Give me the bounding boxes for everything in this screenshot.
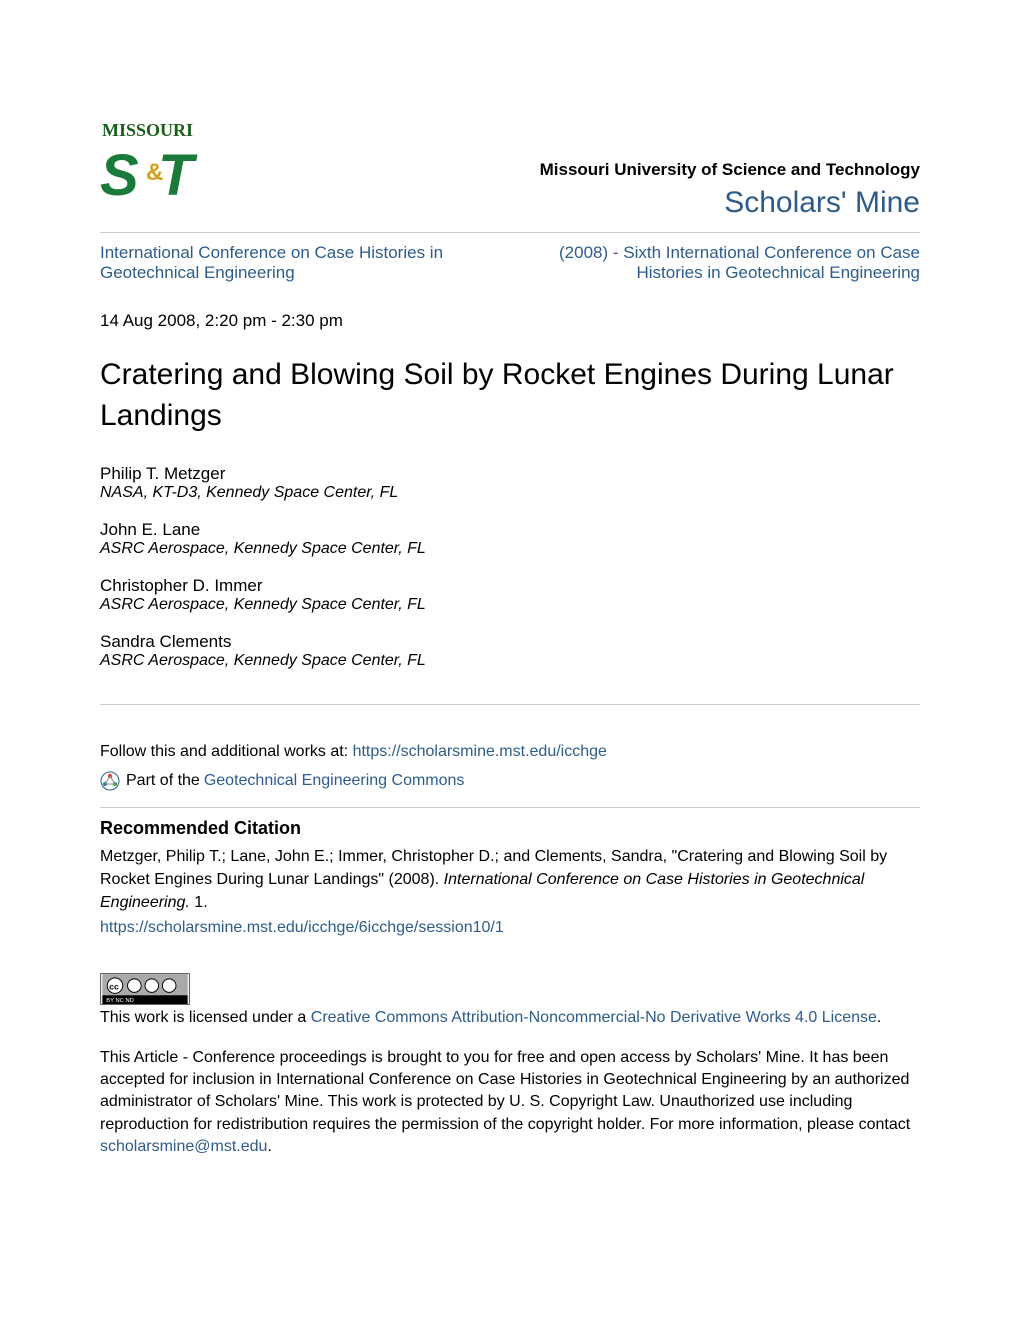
svg-text:S: S xyxy=(100,143,139,208)
author-affiliation: NASA, KT-D3, Kennedy Space Center, FL xyxy=(100,484,920,502)
follow-prefix: Follow this and additional works at: xyxy=(100,743,353,760)
footer-text: This Article - Conference proceedings is… xyxy=(100,1049,910,1133)
author-affiliation: ASRC Aerospace, Kennedy Space Center, FL xyxy=(100,540,920,558)
authors-list: Philip T. MetzgerNASA, KT-D3, Kennedy Sp… xyxy=(100,464,920,670)
part-of: Part of the Geotechnical Engineering Com… xyxy=(100,771,920,791)
footer-email-link[interactable]: scholarsmine@mst.edu xyxy=(100,1138,267,1155)
citation-heading: Recommended Citation xyxy=(100,818,920,839)
author-affiliation: ASRC Aerospace, Kennedy Space Center, FL xyxy=(100,596,920,614)
svg-text:MISSOURI: MISSOURI xyxy=(102,120,193,140)
divider xyxy=(100,232,920,233)
author-block: Christopher D. ImmerASRC Aerospace, Kenn… xyxy=(100,576,920,614)
author-block: John E. LaneASRC Aerospace, Kennedy Spac… xyxy=(100,520,920,558)
author-block: Philip T. MetzgerNASA, KT-D3, Kennedy Sp… xyxy=(100,464,920,502)
citation-url[interactable]: https://scholarsmine.mst.edu/icchge/6icc… xyxy=(100,919,920,937)
author-block: Sandra ClementsASRC Aerospace, Kennedy S… xyxy=(100,632,920,670)
svg-text:T: T xyxy=(158,143,198,208)
license-link[interactable]: Creative Commons Attribution-Noncommerci… xyxy=(311,1009,877,1026)
university-name: Missouri University of Science and Techn… xyxy=(540,160,920,180)
breadcrumb-right: (2008) - Sixth International Conference … xyxy=(526,243,920,283)
divider xyxy=(100,704,920,705)
network-icon xyxy=(100,771,120,791)
session-info: 14 Aug 2008, 2:20 pm - 2:30 pm xyxy=(100,311,920,331)
citation-body: Metzger, Philip T.; Lane, John E.; Immer… xyxy=(100,845,920,915)
svg-text:cc: cc xyxy=(109,981,119,991)
follow-link[interactable]: https://scholarsmine.mst.edu/icchge xyxy=(353,743,607,760)
cc-license-icon: cc BY NC ND xyxy=(101,974,189,1004)
author-name: Sandra Clements xyxy=(100,632,920,652)
footer-paragraph: This Article - Conference proceedings is… xyxy=(100,1047,920,1159)
breadcrumb: International Conference on Case Histori… xyxy=(100,243,920,283)
header: MISSOURI S & T Missouri University of Sc… xyxy=(100,120,920,220)
license-prefix: This work is licensed under a xyxy=(100,1009,311,1026)
breadcrumb-left: International Conference on Case Histori… xyxy=(100,243,494,283)
author-affiliation: ASRC Aerospace, Kennedy Space Center, FL xyxy=(100,652,920,670)
breadcrumb-conference-link[interactable]: International Conference on Case Histori… xyxy=(100,243,443,282)
license-suffix: . xyxy=(877,1009,881,1026)
paper-title: Cratering and Blowing Soil by Rocket Eng… xyxy=(100,355,920,436)
license-line: This work is licensed under a Creative C… xyxy=(100,1009,920,1027)
svg-text:BY NC ND: BY NC ND xyxy=(106,998,134,1004)
cc-badge[interactable]: cc BY NC ND xyxy=(100,973,920,1009)
breadcrumb-session-link[interactable]: (2008) - Sixth International Conference … xyxy=(559,243,920,282)
logo: MISSOURI S & T xyxy=(100,120,235,220)
citation-after: 1. xyxy=(190,894,208,911)
author-name: Christopher D. Immer xyxy=(100,576,920,596)
part-of-prefix: Part of the xyxy=(126,772,200,790)
divider xyxy=(100,807,920,808)
footer-suffix: . xyxy=(267,1138,271,1155)
author-name: Philip T. Metzger xyxy=(100,464,920,484)
header-text: Missouri University of Science and Techn… xyxy=(540,160,920,220)
author-name: John E. Lane xyxy=(100,520,920,540)
follow-works: Follow this and additional works at: htt… xyxy=(100,743,920,761)
repository-link[interactable]: Scholars' Mine xyxy=(724,186,920,219)
part-of-link[interactable]: Geotechnical Engineering Commons xyxy=(204,772,465,790)
missouri-st-logo: MISSOURI S & T xyxy=(100,120,235,215)
